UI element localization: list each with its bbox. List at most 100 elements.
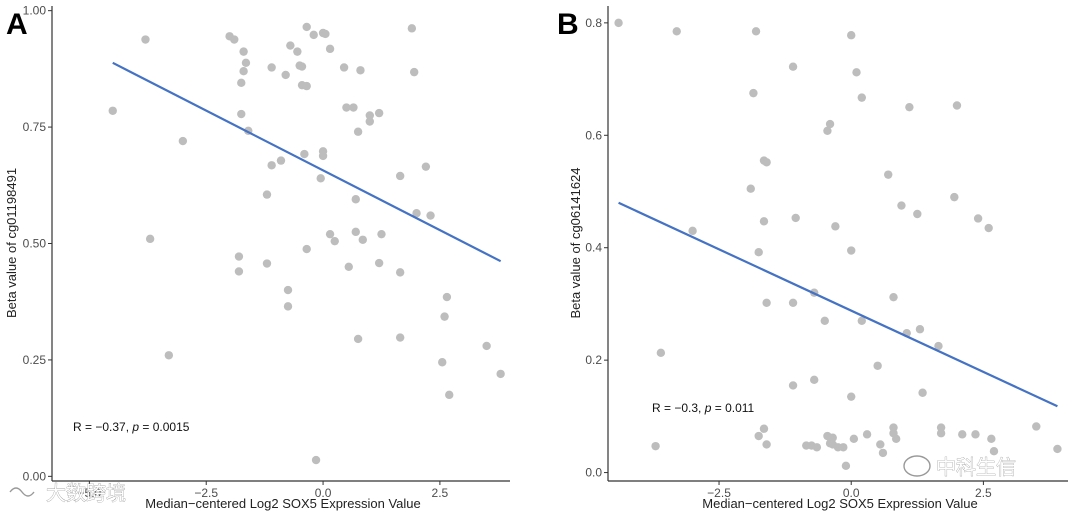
panel-b-data-point — [749, 88, 758, 98]
panel-a-data-point — [330, 236, 339, 246]
panel-b-data-point — [847, 246, 856, 255]
panel-a-data-point — [239, 47, 248, 56]
panel-b-data-point — [831, 222, 840, 231]
watermark-left: 大数跨境 — [9, 481, 126, 505]
panel-a-data-point — [339, 63, 349, 72]
panel-b-data-point — [889, 292, 898, 302]
panel-b-data-point — [825, 119, 835, 129]
panel-b-data-point — [884, 170, 893, 179]
panel-a-data-point — [302, 81, 311, 91]
panel-b-data-point — [614, 18, 623, 28]
panel-b-data-point — [762, 158, 771, 167]
panel-a-y-tick-label: 0.75 — [23, 120, 47, 134]
panel-b-regression-line — [618, 201, 1058, 408]
panel-a-data-point — [281, 70, 290, 80]
panel-a-data-point — [318, 151, 328, 161]
panel-b-y-axis-title: Beta value of cg06141624 — [568, 167, 583, 318]
panel-b-data-point — [688, 226, 697, 236]
panel-a-data-point — [164, 351, 174, 360]
panel-a-data-point — [395, 333, 405, 342]
panel-b-data-point — [913, 209, 922, 219]
panel-a-data-point — [377, 229, 386, 239]
panel-b-data-point — [984, 223, 993, 233]
watermark-right-icon — [903, 455, 931, 477]
watermark-left-icon — [9, 487, 35, 497]
panel-a-x-tick-label: 0.0 — [315, 486, 332, 500]
panel-a-data-point — [262, 259, 272, 268]
panel-b-data-point — [847, 392, 856, 401]
panel-a-ticks: 0.00 0.25 0.50 0.75 1.00 −5.0 −2.5 0.0 2.5 — [23, 4, 449, 500]
panel-a-data-point — [344, 262, 353, 271]
panel-a-data-point — [351, 227, 360, 237]
panel-a-y-axis-title: Beta value of cg01198491 — [4, 168, 19, 318]
panel-b-x-tick-label: −2.5 — [707, 486, 731, 500]
panel-a-data-point — [496, 369, 505, 379]
panel-b-data-point — [759, 424, 769, 433]
panel-b-data-point — [762, 440, 771, 449]
panel-a-data-point — [267, 63, 276, 72]
panel-a-data-point — [309, 30, 318, 40]
panel-a-data-point — [293, 47, 302, 56]
panel-a-data-point — [482, 341, 491, 351]
panel-a-data-point — [276, 156, 286, 165]
panel-b-data-point — [651, 441, 660, 451]
panel-b-data-point — [989, 447, 999, 456]
panel-b-data-point — [810, 375, 819, 385]
panel-b-data-point — [876, 440, 885, 449]
panel-b-data-point — [878, 448, 888, 458]
panel-a-r-value: R = −0.37, — [73, 420, 132, 434]
panel-b-data-point — [952, 101, 962, 110]
watermark-right-text: 中科生信 — [936, 455, 1016, 479]
panel-a-data-point — [349, 103, 358, 112]
panel-b-data-point — [672, 27, 681, 36]
panel-a-points — [108, 22, 505, 465]
panel-a-data-point — [230, 35, 239, 44]
panel-b-data-point — [839, 443, 848, 452]
panel-b-y-tick-label: 0.6 — [585, 128, 602, 142]
panel-b-data-point — [820, 316, 829, 325]
panel-b-data-point — [950, 192, 959, 202]
panel-a-data-point — [302, 22, 311, 32]
panel-a-x-tick-label: −5.0 — [78, 486, 102, 500]
panel-b-data-point — [857, 93, 866, 102]
panel-a-p-symbol: p — [131, 420, 139, 434]
panel-b-data-point — [958, 430, 967, 439]
panel-b-label: B — [557, 8, 579, 41]
panel-a-data-point — [141, 35, 150, 44]
panel-a-data-point — [374, 108, 384, 118]
panel-b-data-point — [971, 430, 980, 439]
panel-a-data-point — [356, 66, 365, 75]
panel-a-data-point — [239, 66, 248, 76]
panel-a-data-point — [353, 334, 363, 344]
panel-a-data-point — [374, 258, 384, 268]
panel-a-data-point — [178, 136, 188, 146]
panel-b-data-point — [759, 217, 769, 226]
panel-a-data-point — [267, 161, 276, 170]
panel-b-data-point — [934, 341, 943, 351]
panel-b-data-point — [788, 298, 798, 308]
panel-a-data-point — [108, 106, 117, 115]
panel-a-data-point — [311, 455, 321, 465]
panel-a-data-point — [316, 174, 325, 183]
panel-a-data-point — [445, 390, 454, 400]
panel-b-x-axis-title: Median−centered Log2 SOX5 Expression Val… — [702, 496, 977, 511]
panel-b: B 0.0 0.2 0.4 0.6 0.8 −2.5 0.0 2.5 Median−cente… — [557, 6, 1068, 511]
panel-a-data-point — [412, 209, 421, 218]
panel-a-y-tick-label: 0.50 — [23, 237, 47, 251]
panel-a-data-point — [440, 312, 449, 321]
watermark-left-text: 大数跨境 — [46, 481, 126, 505]
panel-a-data-point — [234, 252, 244, 261]
panel-b-r-value: R = −0.3, — [652, 401, 705, 415]
panel-a-data-point — [241, 58, 251, 68]
panel-a-data-point — [325, 229, 335, 239]
watermark-right: 中科生信 — [903, 455, 1016, 479]
panel-b-x-tick-label: 2.5 — [975, 486, 992, 500]
panel-b-data-point — [812, 443, 822, 452]
panel-a-data-point — [283, 285, 293, 295]
panel-a-data-point — [145, 234, 155, 244]
panel-a-data-point — [237, 109, 246, 119]
panel-a-data-point — [283, 302, 293, 311]
panel-a-data-point — [407, 24, 417, 33]
panel-a-data-point — [353, 127, 363, 136]
